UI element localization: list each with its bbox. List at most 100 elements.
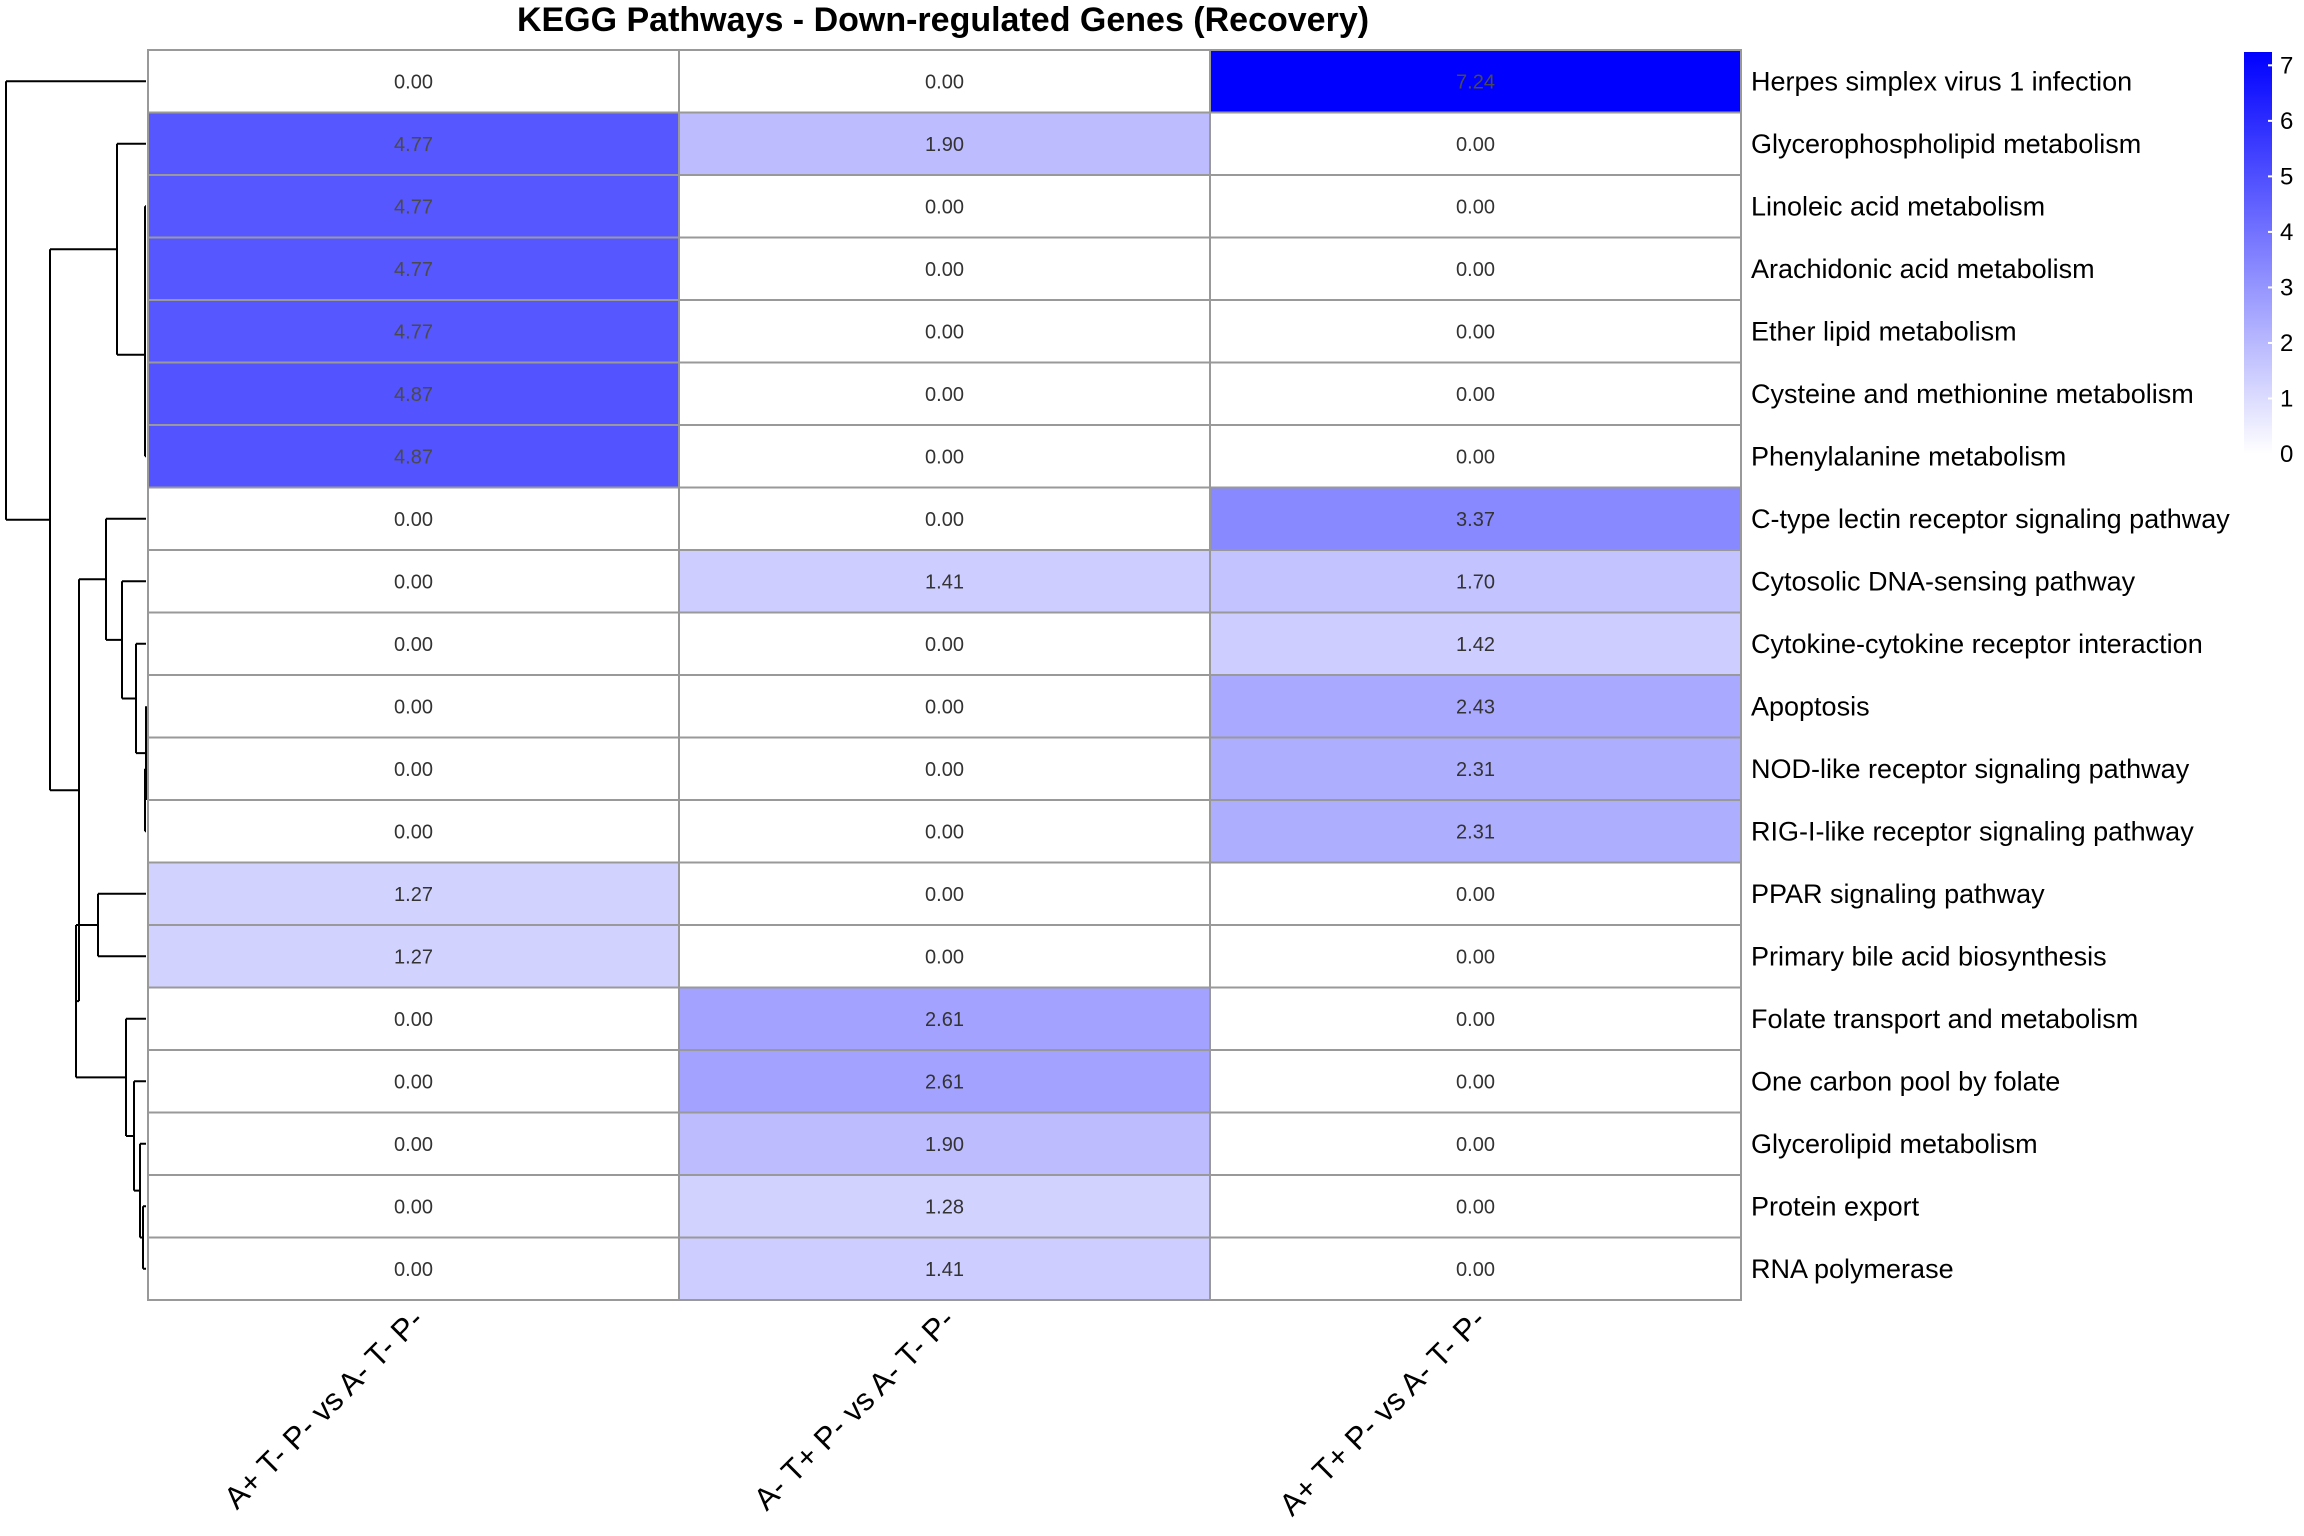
cell-value-label: 0.00 — [394, 1134, 433, 1156]
cell-value-label: 0.00 — [1456, 196, 1495, 218]
legend-tick-label: 5 — [2280, 163, 2293, 190]
cell-value-label: 0.00 — [394, 1196, 433, 1218]
cell-value-label: 1.42 — [1456, 634, 1495, 656]
legend-color-bar — [2244, 52, 2272, 454]
cell-value-label: 0.00 — [1456, 134, 1495, 156]
heatmap-cell — [1209, 111, 1742, 176]
cell-value-label: 0.00 — [1456, 1196, 1495, 1218]
cell-value-label: 0.00 — [394, 634, 433, 656]
cell-value-label: 0.00 — [394, 696, 433, 718]
heatmap-cell — [1209, 1049, 1742, 1114]
heatmap-cells: 0.00 0.00 7.24 4.77 1.90 0.00 4.77 0.00 0.00 4.77… — [147, 49, 1742, 1301]
cell-value-label: 2.43 — [1456, 696, 1495, 718]
heatmap-cell — [1209, 549, 1742, 614]
heatmap-cell — [147, 924, 680, 989]
legend-tick-label: 1 — [2280, 385, 2293, 412]
cell-value-label: 4.77 — [394, 321, 433, 343]
heatmap-cell — [678, 174, 1211, 239]
chart-title: KEGG Pathways - Down-regulated Genes (Re… — [517, 1, 1369, 39]
legend-tick-label: 6 — [2280, 108, 2293, 135]
cell-value-label: 0.00 — [1456, 946, 1495, 968]
cell-value-label: 0.00 — [925, 884, 964, 906]
cell-value-label: 0.00 — [925, 946, 964, 968]
row-label-c-type-lectin-receptor-signaling-pathway: C-type lectin receptor signaling pathway — [1751, 504, 2230, 534]
column-label-3: A+ T+ P- vs A- T- P- — [1272, 1302, 1492, 1522]
heatmap-cell — [1209, 986, 1742, 1051]
cell-value-label: 4.87 — [394, 446, 433, 468]
cell-value-label: 0.00 — [1456, 321, 1495, 343]
row-label-protein-export: Protein export — [1751, 1191, 1920, 1221]
heatmap-cell — [678, 49, 1211, 114]
heatmap-cell — [1209, 924, 1742, 989]
row-label-primary-bile-acid-biosynthesis: Primary bile acid biosynthesis — [1751, 941, 2107, 971]
row-label-cysteine-and-methionine-metabolism: Cysteine and methionine metabolism — [1751, 379, 2194, 409]
cell-value-label: 1.27 — [394, 884, 433, 906]
cell-value-label: 1.90 — [925, 1134, 964, 1156]
heatmap-cell — [1209, 49, 1742, 114]
heatmap-cell — [678, 1049, 1211, 1114]
dendrogram-branch — [75, 924, 126, 1079]
cell-value-label: 1.28 — [925, 1196, 964, 1218]
cell-value-label: 1.41 — [925, 571, 964, 593]
heatmap-cell — [147, 299, 680, 364]
heatmap-cell — [147, 174, 680, 239]
cell-value-label: 0.00 — [1456, 1134, 1495, 1156]
cell-value-label: 2.31 — [1456, 759, 1495, 781]
cell-value-label: 2.61 — [925, 1071, 964, 1093]
cell-value-label: 4.77 — [394, 259, 433, 281]
heatmap-cell — [1209, 799, 1742, 864]
row-label-glycerolipid-metabolism: Glycerolipid metabolism — [1751, 1129, 2038, 1159]
cell-value-label: 0.00 — [394, 1071, 433, 1093]
cell-value-label: 1.70 — [1456, 571, 1495, 593]
row-label-ppar-signaling-pathway: PPAR signaling pathway — [1751, 879, 2045, 909]
cell-value-label: 0.00 — [394, 1009, 433, 1031]
cell-value-label: 0.00 — [925, 446, 964, 468]
cell-value-label: 0.00 — [925, 196, 964, 218]
legend-tick-label: 7 — [2280, 52, 2293, 79]
cell-value-label: 0.00 — [394, 71, 433, 93]
cell-value-label: 3.37 — [1456, 509, 1495, 531]
cell-value-label: 0.00 — [925, 259, 964, 281]
heatmap-cell — [678, 1174, 1211, 1239]
row-label-arachidonic-acid-metabolism: Arachidonic acid metabolism — [1751, 254, 2095, 284]
legend-tick-label: 4 — [2280, 219, 2293, 246]
heatmap-cell — [678, 549, 1211, 614]
cell-value-label: 0.00 — [925, 321, 964, 343]
row-label-glycerophospholipid-metabolism: Glycerophospholipid metabolism — [1751, 129, 2141, 159]
cell-value-label: 0.00 — [394, 759, 433, 781]
cell-value-label: 1.90 — [925, 134, 964, 156]
legend-tick-label: 3 — [2280, 274, 2293, 301]
color-legend: 0 1 2 3 4 5 6 7 — [2244, 52, 2293, 468]
dendrogram-branch — [5, 80, 146, 521]
heatmap-cell — [147, 549, 680, 614]
row-dendrogram — [5, 80, 147, 1270]
dendrogram-branch — [105, 517, 146, 641]
heatmap-cell — [1209, 736, 1742, 801]
dendrogram-branch — [116, 142, 146, 356]
row-label-one-carbon-pool-by-folate: One carbon pool by folate — [1751, 1066, 2060, 1096]
row-label-folate-transport-and-metabolism: Folate transport and metabolism — [1751, 1004, 2138, 1034]
cell-value-label: 1.41 — [925, 1259, 964, 1281]
row-label-cytosolic-dna-sensing-pathway: Cytosolic DNA-sensing pathway — [1751, 566, 2136, 596]
heatmap-cell — [678, 1111, 1211, 1176]
heatmap-cell — [147, 49, 680, 114]
heatmap-cell — [147, 111, 680, 176]
cell-value-label: 0.00 — [1456, 1259, 1495, 1281]
heatmap-cell — [147, 1049, 680, 1114]
column-label-1: A+ T- P- vs A- T- P- — [217, 1302, 430, 1515]
heatmap-cell — [678, 361, 1211, 426]
heatmap-cell — [147, 236, 680, 301]
row-label-ether-lipid-metabolism: Ether lipid metabolism — [1751, 316, 2017, 346]
heatmap-cell — [678, 1236, 1211, 1301]
dendrogram-branch — [76, 578, 106, 1003]
legend-tick-label: 0 — [2280, 441, 2293, 468]
row-label-apoptosis: Apoptosis — [1751, 691, 1870, 721]
cell-value-label: 4.87 — [394, 384, 433, 406]
cell-value-label: 0.00 — [925, 384, 964, 406]
heatmap-cell — [1209, 1236, 1742, 1301]
cell-value-label: 0.00 — [925, 821, 964, 843]
cell-value-label: 2.31 — [1456, 821, 1495, 843]
column-labels: A+ T- P- vs A- T- P- A- T+ P- vs A- T- P-… — [217, 1302, 1492, 1522]
row-label-linoleic-acid-metabolism: Linoleic acid metabolism — [1751, 191, 2045, 221]
